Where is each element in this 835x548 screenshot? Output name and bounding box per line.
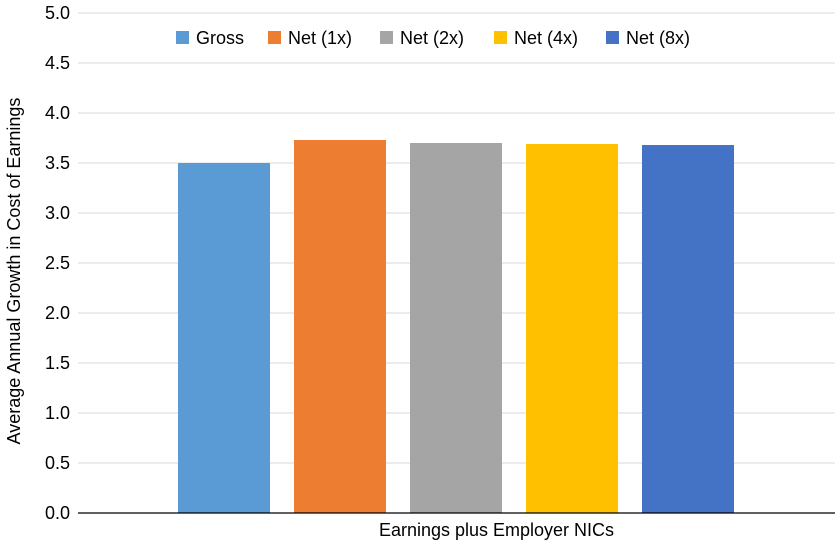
- legend-label: Net (2x): [400, 28, 464, 48]
- y-tick-label: 4.5: [45, 53, 70, 73]
- x-category-label: Earnings plus Employer NICs: [379, 520, 614, 540]
- y-tick-label: 3.5: [45, 153, 70, 173]
- bar-net-1x: [294, 140, 386, 513]
- y-tick-label: 2.5: [45, 253, 70, 273]
- legend-label: Net (1x): [288, 28, 352, 48]
- y-axis-title: Average Annual Growth in Cost of Earning…: [4, 98, 24, 445]
- y-tick-label: 0.0: [45, 503, 70, 523]
- bar-gross: [178, 163, 270, 513]
- bar-net-8x: [642, 145, 734, 513]
- bars: [178, 140, 734, 513]
- legend: Gross Net (1x) Net (2x) Net (4x) Net (8x): [176, 28, 690, 48]
- y-axis-ticks: 0.0 0.5 1.0 1.5 2.0 2.5 3.0 3.5 4.0 4.5 5.0: [45, 3, 70, 523]
- legend-label: Gross: [196, 28, 244, 48]
- y-tick-label: 4.0: [45, 103, 70, 123]
- y-tick-label: 5.0: [45, 3, 70, 23]
- y-tick-label: 1.0: [45, 403, 70, 423]
- bar-net-2x: [410, 143, 502, 513]
- y-tick-label: 2.0: [45, 303, 70, 323]
- legend-swatch: [380, 31, 393, 44]
- bar-net-4x: [526, 144, 618, 513]
- y-tick-label: 3.0: [45, 203, 70, 223]
- legend-swatch: [268, 31, 281, 44]
- legend-label: Net (8x): [626, 28, 690, 48]
- legend-swatch: [494, 31, 507, 44]
- y-tick-label: 1.5: [45, 353, 70, 373]
- legend-swatch: [176, 31, 189, 44]
- y-tick-label: 0.5: [45, 453, 70, 473]
- legend-swatch: [606, 31, 619, 44]
- legend-label: Net (4x): [514, 28, 578, 48]
